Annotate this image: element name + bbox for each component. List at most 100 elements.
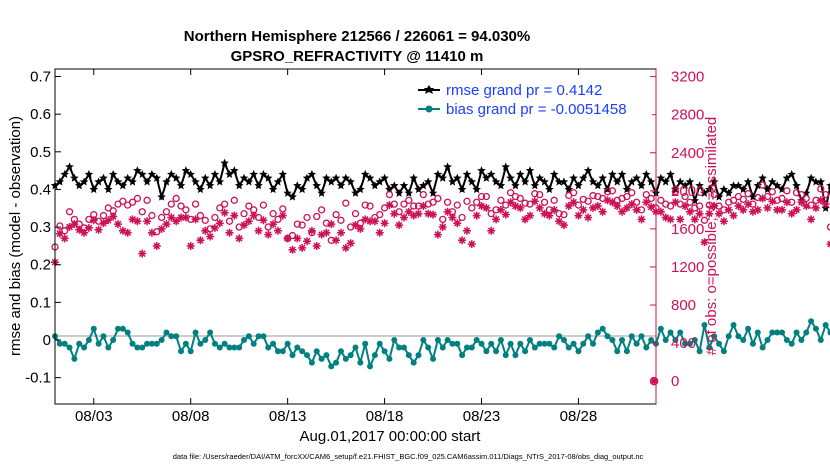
- rmse-point: [433, 169, 443, 178]
- assimilated-obs-point: [322, 228, 331, 237]
- possible-obs-point: [700, 216, 709, 224]
- y2-tick-label: 1600: [671, 221, 704, 238]
- assimilated-obs-point: [564, 202, 573, 210]
- rmse-point: [317, 188, 326, 197]
- bias-point: [623, 348, 630, 355]
- possible-obs-point: [473, 198, 481, 206]
- possible-obs-point: [366, 202, 374, 210]
- possible-obs-point: [758, 181, 767, 189]
- rmse-point: [123, 173, 132, 182]
- bias-point: [347, 352, 354, 359]
- bias-point: [769, 329, 776, 336]
- possible-obs-point: [589, 191, 597, 200]
- rmse-point: [448, 177, 457, 186]
- bias-point: [507, 340, 514, 347]
- assimilated-obs-point: [128, 215, 137, 224]
- rmse-point: [482, 173, 491, 182]
- assimilated-obs-point: [249, 211, 258, 220]
- rmse-point: [157, 192, 166, 201]
- bias-point: [517, 340, 524, 347]
- rmse-point: [462, 169, 472, 178]
- assimilated-obs-point: [627, 200, 636, 209]
- assimilated-obs-point: [433, 230, 442, 239]
- rmse-point: [370, 181, 380, 190]
- rmse-point: [322, 173, 331, 182]
- bias-point: [648, 337, 655, 344]
- possible-obs-point: [225, 217, 234, 225]
- y-tick-label: 0.3: [30, 219, 51, 236]
- bias-point: [95, 340, 102, 347]
- assimilated-obs-point: [744, 200, 753, 209]
- possible-obs-point: [681, 192, 689, 201]
- rmse-point: [375, 177, 384, 186]
- possible-obs-point: [157, 213, 166, 222]
- bias-point: [342, 355, 349, 362]
- assimilated-obs-point: [807, 215, 816, 224]
- rmse-point: [554, 177, 564, 186]
- chart-title-line1: Northern Hemisphere 212566 / 226061 = 94…: [184, 28, 530, 45]
- rmse-point: [472, 184, 481, 194]
- rmse-point: [768, 177, 777, 186]
- bias-point: [115, 325, 122, 332]
- rmse-point: [656, 173, 666, 182]
- rmse-point: [477, 166, 486, 175]
- rmse-point: [152, 173, 162, 182]
- series-bias: [52, 318, 830, 370]
- bias-point: [56, 340, 63, 347]
- assimilated-obs-point: [448, 213, 457, 222]
- assimilated-obs-point: [467, 240, 476, 249]
- bias-point: [609, 337, 616, 344]
- assimilated-obs-point: [632, 205, 641, 214]
- bias-point: [594, 329, 601, 336]
- bias-point: [158, 337, 165, 344]
- assimilated-obs-point: [647, 203, 656, 211]
- assimilated-obs-point: [274, 226, 282, 235]
- bias-point: [129, 340, 136, 347]
- rmse-point: [438, 173, 447, 182]
- possible-obs-point: [540, 198, 549, 206]
- y2-tick-label: 1200: [671, 259, 704, 276]
- bias-point: [396, 344, 403, 351]
- rmse-point: [327, 177, 336, 186]
- rmse-point: [60, 169, 69, 178]
- bias-point: [153, 340, 160, 347]
- assimilated-obs-point: [472, 211, 481, 220]
- bias-point: [473, 337, 480, 344]
- x-tick-label: 08/03: [75, 408, 113, 425]
- bias-point: [686, 340, 693, 347]
- rmse-point: [705, 184, 714, 194]
- possible-obs-point: [550, 196, 558, 204]
- legend-rmse-marker: [424, 85, 434, 94]
- bias-point: [308, 359, 315, 366]
- assimilated-obs-point: [734, 202, 743, 210]
- rmse-point: [520, 177, 530, 186]
- assimilated-obs-point: [506, 198, 515, 207]
- possible-obs-point: [245, 202, 253, 210]
- assimilated-obs-point: [710, 202, 719, 210]
- assimilated-obs-point: [492, 215, 501, 224]
- possible-obs-point: [497, 196, 505, 204]
- possible-obs-point: [211, 213, 219, 222]
- x-tick-label: 08/23: [463, 408, 501, 425]
- rmse-point: [118, 181, 128, 190]
- rmse-point: [443, 162, 452, 171]
- assimilated-obs-point: [463, 226, 471, 235]
- possible-obs-point: [313, 212, 321, 221]
- assimilated-obs-point: [816, 196, 825, 205]
- possible-obs-point: [647, 194, 655, 203]
- bias-point: [85, 337, 92, 344]
- rmse-point: [220, 158, 229, 167]
- rmse-point: [201, 173, 210, 182]
- bias-point: [168, 333, 175, 340]
- bias-point: [400, 344, 407, 351]
- assimilated-obs-point: [264, 230, 273, 239]
- assimilated-obs-point: [109, 212, 118, 221]
- rmse-point: [491, 177, 501, 186]
- rmse-point: [312, 181, 321, 190]
- assimilated-obs-point: [254, 226, 263, 235]
- assimilated-obs-point: [167, 213, 176, 222]
- bias-point: [294, 344, 301, 351]
- rmse-point: [453, 173, 462, 182]
- y-tick-label: -0.1: [25, 370, 51, 387]
- rmse-point: [264, 173, 273, 182]
